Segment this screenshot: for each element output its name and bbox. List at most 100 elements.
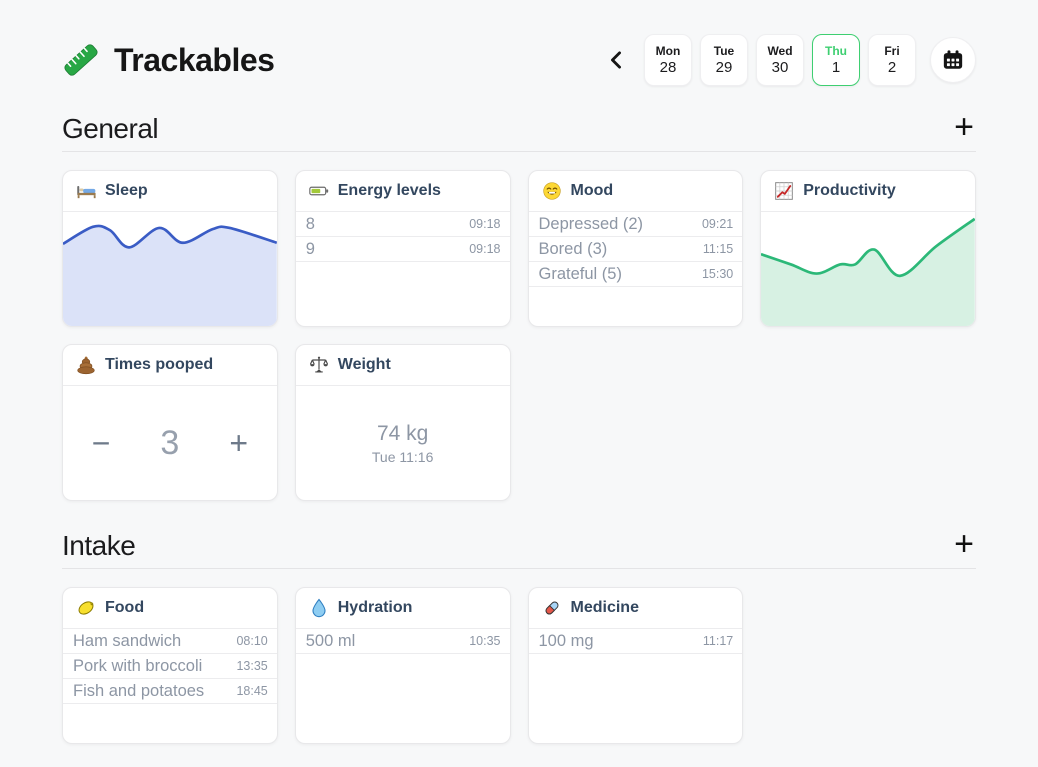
general-cards-grid: Sleep [62,170,976,501]
date-navigator: Mon 28 Tue 29 Wed 30 Thu 1 Fri 2 [608,34,976,86]
day-number: 29 [715,59,733,76]
droplet-icon [309,598,329,618]
entry-list: Ham sandwich 08:10 Pork with broccoli 13… [63,629,277,704]
battery-icon [309,181,329,201]
card-title: Medicine [570,599,639,616]
card-title: Productivity [803,182,896,199]
card-medicine[interactable]: Medicine 100 mg 11:17 [527,587,744,744]
day-button-thu-1[interactable]: Thu 1 [812,34,860,86]
entry-time: 11:15 [702,242,734,256]
card-energy-levels[interactable]: Energy levels 8 09:18 9 09:18 [294,170,511,327]
entry-row[interactable]: 8 09:18 [295,212,510,237]
brand: Trackables [62,41,275,79]
card-header: Food [63,588,277,629]
weight-value: 74 kg [376,421,429,445]
sleep-sparkline [63,212,277,326]
card-food[interactable]: Food Ham sandwich 08:10 Pork with brocco… [62,587,278,744]
entry-row[interactable]: Depressed (2) 09:21 [528,212,743,237]
smiley-icon [542,181,562,201]
card-productivity[interactable]: Productivity [760,170,976,327]
section-intake: Intake + Food [62,524,976,744]
bed-icon [76,181,96,201]
card-title: Hydration [337,599,413,616]
entry-row[interactable]: 500 ml 10:35 [295,629,510,654]
weight-reading: 74 kg Tue 11:16 [296,386,510,500]
lemon-icon [76,598,96,618]
card-header: Times pooped [63,345,277,386]
entry-row[interactable]: Ham sandwich 08:10 [63,629,277,654]
entry-time: 15:30 [701,267,734,281]
intake-cards-grid: Food Ham sandwich 08:10 Pork with brocco… [62,587,976,744]
decrement-button[interactable]: − [88,427,115,459]
entry-row[interactable]: Pork with broccoli 13:35 [63,654,277,679]
add-trackable-button-general[interactable]: + [954,107,974,146]
add-trackable-button-intake[interactable]: + [954,524,974,563]
entry-time: 18:45 [236,684,268,698]
card-title: Food [105,599,145,616]
section-title: General [62,113,159,144]
calendar-button[interactable] [930,37,976,83]
weekday-label: Tue [713,44,735,58]
counter-value: 3 [160,423,180,462]
entry-value: Grateful (5) [538,264,622,283]
card-title: Energy levels [337,182,441,199]
previous-days-button[interactable] [608,49,636,71]
day-number: 30 [771,59,789,76]
day-button-mon-28[interactable]: Mon 28 [644,34,692,86]
chart-grid-icon [774,181,794,201]
card-header: Hydration [295,588,510,629]
card-header: Energy levels [295,171,510,212]
pill-icon [542,598,562,618]
card-header: Mood [528,171,743,212]
section-header-intake: Intake + [62,524,976,569]
productivity-sparkline [761,212,975,326]
entry-row[interactable]: 9 09:18 [295,237,510,262]
counter-stepper: − 3 + [63,386,277,500]
card-header: Sleep [63,171,277,212]
card-header: Medicine [528,588,743,629]
card-title: Sleep [105,182,148,199]
calendar-icon [942,49,964,71]
green-ruler-icon [62,41,100,79]
weight-timestamp: Tue 11:16 [371,448,434,465]
entry-time: 09:21 [701,217,734,231]
card-mood[interactable]: Mood Depressed (2) 09:21 Bored (3) 11:15… [527,170,744,327]
poop-icon [76,355,96,375]
entry-list: 500 ml 10:35 [295,629,510,654]
weekday-label: Thu [825,44,847,58]
entry-list: 8 09:18 9 09:18 [295,212,510,262]
card-title: Mood [570,182,614,199]
entry-row[interactable]: Grateful (5) 15:30 [528,262,743,287]
entry-row[interactable]: Bored (3) 11:15 [528,237,743,262]
entry-value: Ham sandwich [73,631,182,650]
entry-list: 100 mg 11:17 [528,629,743,654]
day-button-tue-29[interactable]: Tue 29 [700,34,748,86]
entry-row[interactable]: 100 mg 11:17 [528,629,743,654]
day-number: 1 [831,59,841,76]
increment-button[interactable]: + [225,427,252,459]
card-times-pooped[interactable]: Times pooped − 3 + [62,344,278,501]
card-sleep[interactable]: Sleep [62,170,278,327]
weekday-label: Wed [767,44,793,58]
entry-time: 09:18 [469,242,501,256]
section-title: Intake [62,530,136,561]
productivity-chart [761,212,975,326]
day-number: 28 [659,59,677,76]
sleep-chart [63,212,277,326]
weekday-label: Fri [884,44,900,58]
day-button-wed-30[interactable]: Wed 30 [756,34,804,86]
entry-value: 100 mg [538,631,594,650]
trackables-page: Trackables Mon 28 Tue 29 Wed 30 Thu [62,33,976,744]
card-hydration[interactable]: Hydration 500 ml 10:35 [294,587,511,744]
entry-time: 09:18 [469,217,501,231]
day-number: 2 [887,59,897,76]
app-title: Trackables [114,41,275,78]
day-button-fri-2[interactable]: Fri 2 [868,34,916,86]
entry-value: 9 [305,239,315,258]
entry-time: 08:10 [236,634,268,648]
app-header: Trackables Mon 28 Tue 29 Wed 30 Thu [62,33,976,87]
entry-row[interactable]: Fish and potatoes 18:45 [63,679,277,704]
card-weight[interactable]: Weight 74 kg Tue 11:16 [294,344,511,501]
card-header: Productivity [761,171,975,212]
section-header-general: General + [62,107,976,152]
